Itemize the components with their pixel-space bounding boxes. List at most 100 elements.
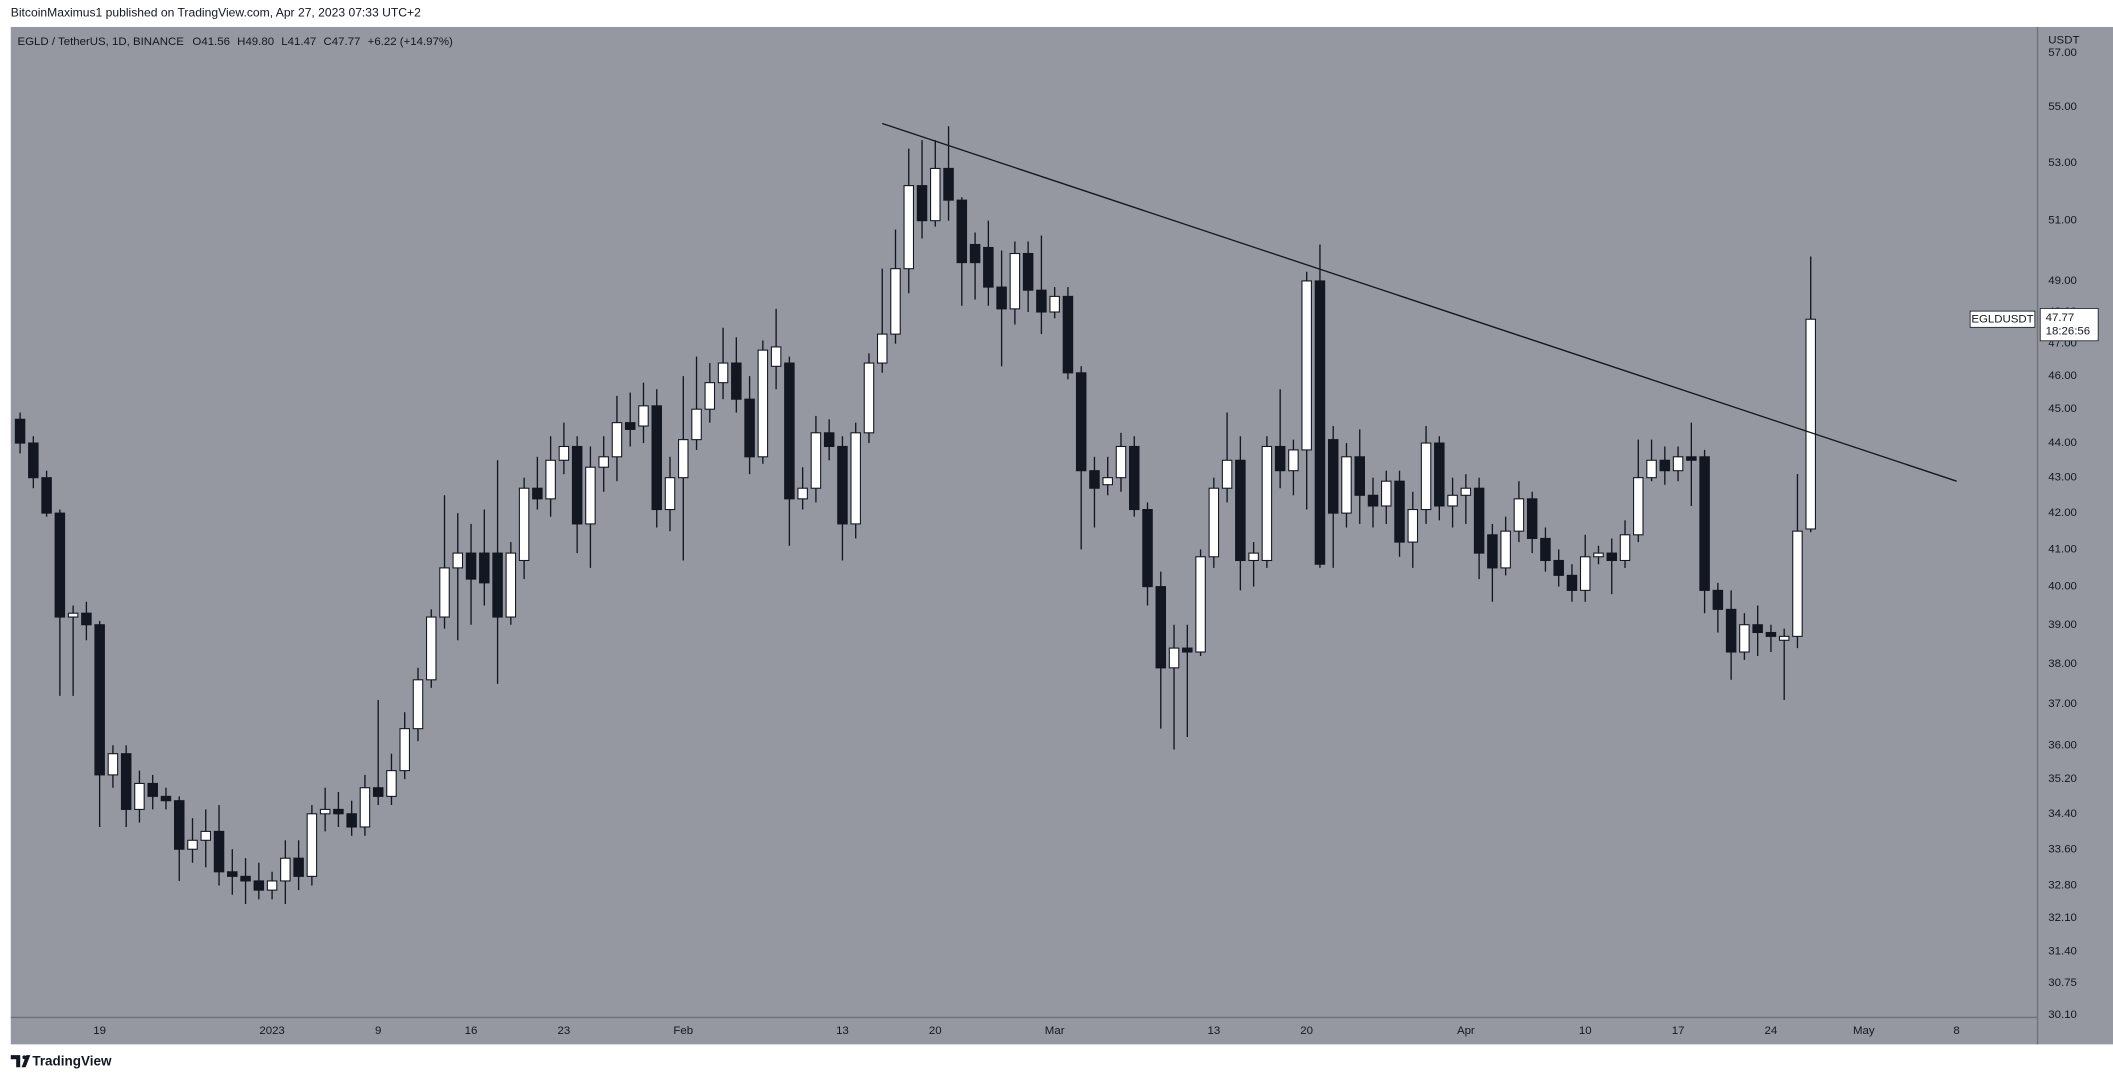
publisher-note: BitcoinMaximus1 published on TradingView… [11,6,421,20]
candle-body [200,830,212,841]
y-tick-label: 39.00 [2048,619,2077,631]
candle-body [1195,556,1206,653]
candle-body [107,753,119,776]
y-tick-label: 33.60 [2048,843,2077,855]
candle-body [492,552,503,618]
candle-body [94,624,105,776]
candle-body [1182,647,1193,653]
y-tick-label: 31.40 [2048,945,2077,957]
candle-body [465,552,477,580]
candle-body [1765,631,1777,637]
candle-body [1049,295,1060,313]
candle-body [1659,459,1671,472]
x-tick-label: Mar [1045,1025,1065,1037]
candle-body [1579,556,1591,591]
candle-body [1540,537,1551,562]
candle-body [1699,456,1710,591]
candle-body [651,405,662,511]
candle-body [1036,289,1047,313]
candle-body [1434,442,1445,507]
candle-body [1155,586,1167,669]
price-label: 47.77 [2046,312,2075,324]
candle-body [691,408,702,441]
candle-body [505,552,517,618]
candle-body [770,346,782,367]
x-tick-label: 13 [1207,1025,1220,1037]
y-tick-label: 40.00 [2048,581,2077,593]
candle-body [638,405,649,427]
candle-body [1712,589,1724,610]
candle-body [333,808,344,815]
candle-body [306,813,318,877]
symbol-label: EGLDUSDT [1971,313,2033,325]
candle-body [757,349,769,458]
y-tick-label: 49.00 [2048,275,2077,287]
candle-body [784,362,795,500]
x-tick-label: 23 [558,1025,571,1037]
candle-body [1354,456,1365,496]
candle-body [280,857,291,882]
y-tick-label: 42.00 [2048,507,2077,519]
candle-body [916,185,928,222]
readout-value: 41.56 [201,36,230,48]
candle-body [890,268,901,335]
candle-body [518,487,530,562]
candle-body [1301,280,1312,451]
x-tick-label: 9 [375,1025,381,1037]
candle-body [1792,530,1803,637]
candle-body [850,432,861,525]
candle-body [359,787,371,828]
y-tick-label: 34.40 [2048,808,2077,820]
candle-body [227,871,238,877]
candle-body [1208,487,1220,558]
candle-body [1566,574,1578,591]
candle-body [1341,456,1352,514]
y-tick-label: 30.10 [2048,1009,2077,1021]
y-tick-label: 35.20 [2048,773,2077,785]
candle-body [1314,280,1326,565]
candle-body [1022,252,1034,291]
candle-body [1778,635,1790,641]
candle-body [903,185,915,270]
candle-body [624,422,636,430]
candle-body [996,286,1007,310]
y-tick-label: 37.00 [2048,698,2077,710]
x-tick-label: Feb [673,1025,693,1037]
candle-body [1089,470,1100,489]
candle-body [1115,445,1127,479]
candle-body [439,567,450,618]
plot-background [10,26,2113,1045]
x-tick-label: 19 [93,1025,106,1037]
x-tick-label: Apr [1457,1025,1475,1037]
candle-body [1168,647,1180,669]
candle-body [1447,494,1458,507]
candle-body [1142,509,1153,588]
trend-line [882,122,1957,482]
readout-label: L [281,36,287,48]
candle-body [1367,494,1379,507]
candle-body [704,382,716,410]
candle-body [744,398,755,458]
candle-body [1009,252,1021,310]
candle-body [319,808,331,815]
candle-body [1805,318,1816,530]
candle-body [797,487,808,500]
candle-body [14,418,26,444]
candle-body [956,199,968,264]
x-tick-label: 13 [836,1025,849,1037]
candle-body [1407,509,1419,543]
candle-body [1394,480,1405,543]
x-tick-label: 10 [1579,1025,1592,1037]
candle-body [479,552,490,584]
candle-body [837,445,848,525]
candle-body [1473,487,1485,554]
candle-body [983,246,994,288]
candle-body [386,770,397,797]
x-tick-label: 8 [1953,1025,1959,1037]
x-tick-label: 20 [1300,1025,1313,1037]
candle-body [969,243,981,264]
readout-value: 41.47 [288,36,317,48]
candle-body [173,800,185,850]
candle-body [731,362,742,400]
